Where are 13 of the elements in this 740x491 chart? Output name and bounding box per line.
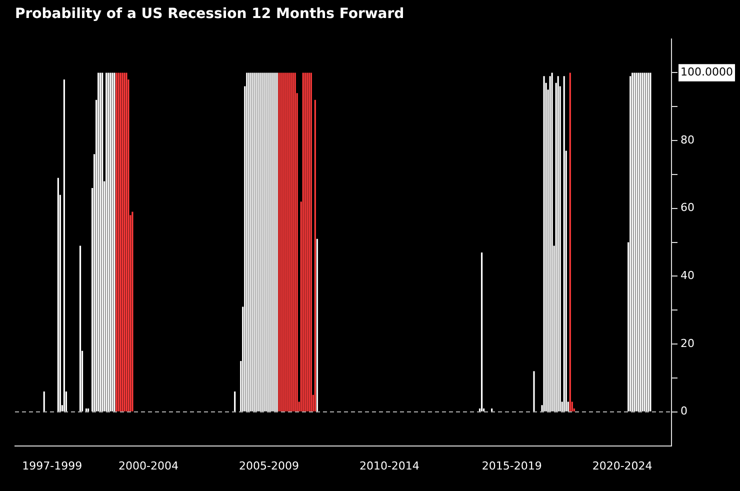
x-tick-label: 2010-2014 bbox=[359, 459, 420, 472]
y-tick-label: 100.0000 bbox=[680, 66, 734, 79]
x-tick-label: 2000-2004 bbox=[118, 459, 178, 472]
x-tick-label: 2005-2009 bbox=[238, 459, 299, 472]
chart-title: Probability of a US Recession 12 Months Forward bbox=[15, 6, 404, 22]
y-tick-label: 20 bbox=[680, 336, 695, 350]
y-tick-label: 0 bbox=[680, 404, 688, 418]
y-tick-label: 80 bbox=[680, 133, 695, 146]
x-tick-label: 2020-2024 bbox=[592, 459, 652, 472]
x-tick-label: 1997-1999 bbox=[22, 459, 82, 472]
x-tick-label: 2015-2019 bbox=[482, 459, 542, 472]
y-tick-label: 40 bbox=[680, 269, 695, 282]
y-tick-label: 60 bbox=[680, 201, 695, 214]
